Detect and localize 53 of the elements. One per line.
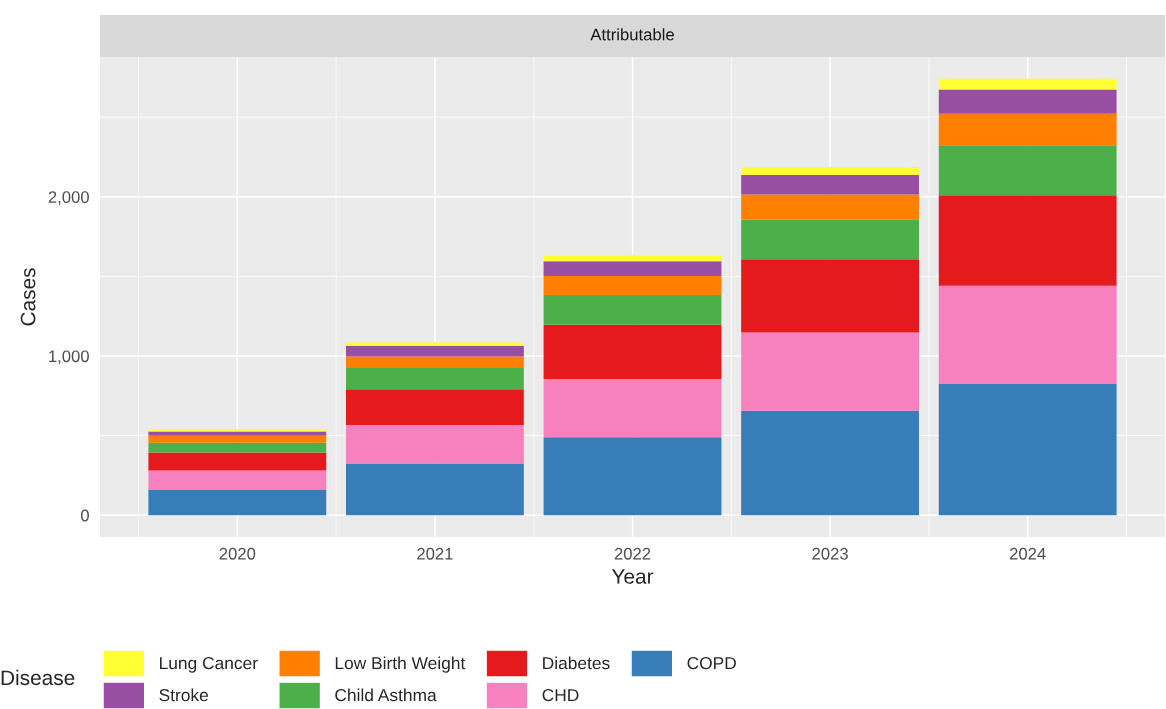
bar bbox=[543, 295, 722, 325]
bar bbox=[543, 261, 722, 276]
bar bbox=[148, 431, 327, 436]
legend-label: Stroke bbox=[159, 688, 208, 702]
bar bbox=[346, 463, 524, 516]
bar bbox=[741, 219, 919, 260]
legend-label: Diabetes bbox=[543, 656, 610, 670]
bar bbox=[148, 435, 327, 443]
bar bbox=[938, 113, 1117, 146]
bar bbox=[938, 89, 1117, 114]
x-tick-label: 2022 bbox=[614, 547, 651, 560]
bar bbox=[938, 145, 1117, 196]
x-tick-label: 2021 bbox=[417, 547, 453, 560]
bar bbox=[741, 167, 919, 175]
bar bbox=[346, 345, 524, 357]
bar bbox=[741, 194, 919, 220]
bar bbox=[543, 255, 722, 262]
bar bbox=[543, 379, 722, 438]
legend-label: COPD bbox=[687, 656, 736, 670]
legend-label: Child Asthma bbox=[335, 688, 437, 702]
x-tick-label: 2024 bbox=[1009, 547, 1046, 560]
legend-label: Lung Cancer bbox=[160, 656, 258, 673]
bar bbox=[741, 410, 919, 516]
bar bbox=[346, 342, 524, 346]
bar bbox=[938, 78, 1117, 90]
bar bbox=[938, 195, 1117, 286]
x-tick-label: 2023 bbox=[812, 547, 848, 560]
y-tick-label: 1,000 bbox=[49, 350, 89, 365]
bar bbox=[543, 324, 722, 380]
bar bbox=[543, 437, 722, 516]
bar bbox=[148, 470, 327, 491]
bar bbox=[346, 356, 524, 369]
bar bbox=[148, 442, 327, 453]
bar bbox=[741, 332, 919, 411]
bar bbox=[346, 389, 524, 425]
bar bbox=[938, 285, 1117, 384]
y-axis-title: Cases bbox=[20, 268, 36, 326]
legend-label: Low Birth Weight bbox=[335, 656, 466, 673]
bar bbox=[148, 490, 327, 516]
y-tick-label: 0 bbox=[80, 509, 89, 522]
bar bbox=[741, 259, 919, 333]
bar bbox=[543, 275, 722, 296]
legend-title: Disease bbox=[1, 669, 75, 686]
bar bbox=[741, 174, 919, 195]
bar bbox=[346, 368, 524, 390]
x-tick-label: 2020 bbox=[219, 547, 256, 560]
bar bbox=[938, 384, 1117, 516]
x-axis-title: Year bbox=[611, 569, 654, 584]
chart-title: Attributable bbox=[590, 28, 674, 41]
bar bbox=[148, 452, 327, 471]
legend-label: CHD bbox=[542, 688, 579, 702]
bar bbox=[346, 424, 524, 464]
y-tick-label: 2,000 bbox=[48, 191, 89, 205]
